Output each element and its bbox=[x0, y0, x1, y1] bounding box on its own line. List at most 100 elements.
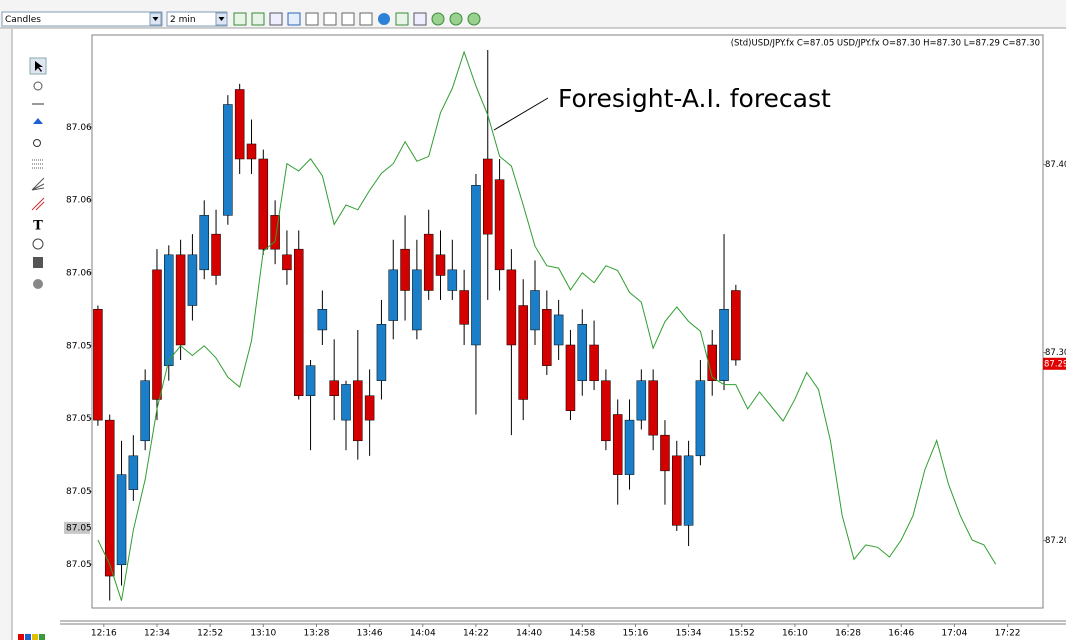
candle-body bbox=[506, 269, 517, 346]
candle-body bbox=[683, 455, 694, 526]
tool-icon[interactable] bbox=[467, 12, 481, 26]
candle-body bbox=[199, 215, 209, 271]
x-tick-label: 13:28 bbox=[303, 629, 329, 639]
fib-tool[interactable] bbox=[32, 159, 44, 169]
window-edge bbox=[0, 29, 12, 640]
candle-body bbox=[282, 254, 292, 271]
candle-body bbox=[364, 395, 375, 421]
candle-body bbox=[223, 104, 233, 216]
candle-body bbox=[565, 344, 576, 411]
candle-body bbox=[258, 158, 269, 250]
y-tick-label: 87.300 bbox=[1045, 348, 1066, 358]
y2-tick-label: 87.06 bbox=[66, 123, 92, 133]
x-tick-label: 12:16 bbox=[91, 629, 117, 639]
hand-tool[interactable] bbox=[33, 81, 43, 91]
zoom-tool[interactable] bbox=[33, 139, 41, 147]
status-square bbox=[39, 634, 45, 640]
candle-body bbox=[93, 309, 103, 421]
candle-body bbox=[612, 414, 623, 475]
tool-icon[interactable] bbox=[449, 12, 463, 26]
candle-body bbox=[128, 455, 139, 490]
candle-body bbox=[471, 185, 481, 346]
status-squares bbox=[18, 634, 45, 640]
y2-marker-box bbox=[64, 521, 90, 534]
plot-frame bbox=[91, 34, 1044, 609]
x-tick-label: 17:22 bbox=[995, 629, 1021, 639]
toolbar-icons bbox=[233, 12, 481, 26]
style-select[interactable] bbox=[1, 11, 163, 27]
candle-body bbox=[601, 380, 611, 442]
style-select-text: Candles bbox=[5, 15, 41, 25]
tool-icon[interactable] bbox=[287, 12, 301, 26]
candle-body bbox=[660, 434, 670, 472]
y2-tick-label: 87.05 bbox=[66, 487, 92, 497]
tool-icon[interactable] bbox=[359, 12, 373, 26]
tool-icon[interactable] bbox=[431, 12, 445, 26]
candle-body bbox=[459, 290, 469, 325]
status-square bbox=[25, 634, 31, 640]
y-tick-label: 87.400 bbox=[1045, 160, 1066, 170]
candle-body bbox=[589, 344, 599, 381]
candle-body bbox=[270, 215, 280, 250]
x-tick-label: 16:10 bbox=[782, 629, 808, 639]
tool-icon[interactable] bbox=[413, 12, 427, 26]
calc-tool[interactable] bbox=[33, 257, 43, 268]
candle-body bbox=[542, 309, 552, 366]
candle-body bbox=[400, 248, 410, 291]
dropdown-arrow bbox=[218, 17, 225, 21]
x-tick-label: 16:28 bbox=[835, 629, 861, 639]
forecast-line bbox=[97, 50, 997, 601]
annotation-leader bbox=[493, 97, 549, 131]
candle-body bbox=[246, 143, 257, 160]
tool-icon[interactable] bbox=[269, 12, 283, 26]
candle-body bbox=[624, 419, 635, 475]
tool-icon[interactable] bbox=[251, 12, 265, 26]
candle-body bbox=[116, 474, 127, 566]
color-tool[interactable] bbox=[33, 279, 43, 289]
x-tick-label: 12:34 bbox=[144, 629, 170, 639]
x-tick-label: 16:46 bbox=[888, 629, 914, 639]
tool-icon[interactable] bbox=[233, 12, 247, 26]
x-tick-label: 13:10 bbox=[250, 629, 276, 639]
tool-icon[interactable] bbox=[341, 12, 355, 26]
candle-body bbox=[435, 254, 446, 276]
x-tick-label: 15:52 bbox=[729, 629, 755, 639]
candle-body bbox=[388, 269, 398, 321]
candle-body bbox=[329, 380, 339, 396]
status-square bbox=[32, 634, 38, 640]
text-tool[interactable]: T bbox=[33, 219, 43, 234]
drawing-tools: T bbox=[29, 57, 47, 289]
candle-body bbox=[731, 290, 741, 361]
candle-body bbox=[317, 309, 328, 331]
candle-body bbox=[305, 365, 316, 396]
x-tick-label: 14:04 bbox=[410, 629, 436, 639]
interval-select-text: 2 min bbox=[170, 15, 196, 25]
tool-icon[interactable] bbox=[305, 12, 319, 26]
candle-body bbox=[187, 254, 198, 306]
x-tick-label: 15:34 bbox=[676, 629, 702, 639]
y-marker-label: 87.29 bbox=[1044, 359, 1066, 369]
candle-body bbox=[341, 384, 351, 421]
candle-body bbox=[412, 269, 422, 331]
fan-tool[interactable] bbox=[31, 177, 45, 191]
y2-marker-label: 87.05 bbox=[66, 523, 92, 533]
channel-tool[interactable] bbox=[31, 197, 45, 211]
arrow-tool[interactable] bbox=[33, 118, 43, 124]
candle-body bbox=[648, 380, 658, 436]
candle-body bbox=[140, 380, 150, 442]
annotation: Foresight-A.I. forecast bbox=[558, 84, 831, 113]
alarm-tool[interactable] bbox=[32, 238, 44, 250]
candle-body bbox=[719, 309, 729, 381]
x-tick-label: 12:52 bbox=[197, 629, 223, 639]
x-tick-label: 14:40 bbox=[516, 629, 542, 639]
tool-icon[interactable] bbox=[378, 13, 390, 25]
y2-tick-label: 87.06 bbox=[66, 196, 92, 206]
y-tick-label: 87.200 bbox=[1045, 536, 1066, 546]
cursor-icon bbox=[35, 61, 43, 72]
candle-body bbox=[211, 233, 221, 276]
candle-body bbox=[518, 305, 528, 400]
tool-icon[interactable] bbox=[395, 12, 409, 26]
candle-body bbox=[164, 254, 174, 366]
tool-icon[interactable] bbox=[323, 12, 337, 26]
